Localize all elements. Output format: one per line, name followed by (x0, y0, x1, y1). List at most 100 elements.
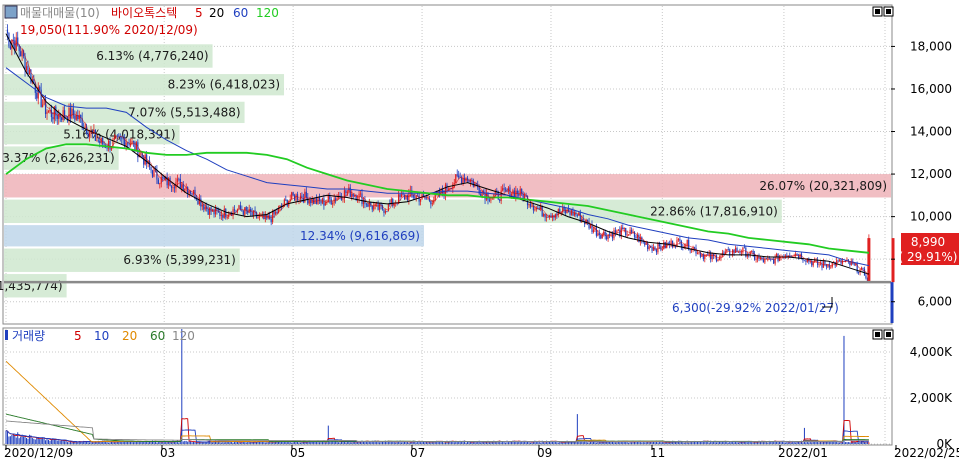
candle-body (803, 260, 806, 262)
volume-bar (71, 442, 73, 444)
x-tick-label: 03 (160, 446, 175, 460)
candle-body (59, 113, 61, 118)
candle-body (166, 176, 168, 186)
x-tick-label: 05 (290, 446, 305, 460)
candle-body (125, 142, 127, 147)
volume-bar (234, 440, 236, 444)
profile-label: 6.13% (4,776,240) (96, 49, 208, 63)
candle-body (506, 190, 508, 192)
candle-body (285, 199, 287, 201)
volume-bar (516, 442, 518, 444)
volume-bar (581, 441, 583, 444)
volume-bar (491, 441, 493, 444)
profile-bar (4, 44, 213, 68)
candle-body (692, 247, 694, 250)
candle-body (244, 207, 246, 215)
volume-bar (609, 441, 611, 444)
candle-body (472, 180, 474, 187)
volume-bar (217, 440, 219, 444)
volume-bar (364, 440, 366, 444)
volume-bar (584, 440, 586, 444)
volume-bar (689, 441, 691, 444)
candle-body (595, 227, 597, 236)
candle-body (601, 234, 603, 239)
volume-bar (625, 440, 627, 444)
volume-bar (692, 441, 694, 444)
candle-body (733, 249, 735, 253)
candle-body (841, 261, 844, 264)
candle-body (30, 69, 32, 83)
candle-body (458, 175, 460, 178)
candle-body (811, 260, 813, 266)
volume-bar (250, 442, 252, 444)
volume-bar (812, 440, 814, 444)
candle-body (673, 246, 675, 248)
candle-body (106, 147, 108, 149)
volume-bar (131, 440, 133, 444)
volume-bar (464, 440, 466, 444)
volume-bar (61, 440, 63, 444)
candle-body (292, 192, 294, 196)
candle-body (332, 202, 334, 205)
candle-body (239, 205, 241, 210)
profile-bar (4, 274, 67, 298)
volume-bar (628, 442, 630, 444)
candle-body (775, 254, 778, 257)
volume-bar (617, 440, 619, 444)
candle-body (746, 254, 748, 257)
volume-bar (579, 440, 581, 444)
candle-body (562, 207, 564, 212)
candle-body (378, 203, 381, 210)
candle-body (657, 243, 659, 253)
candle-body (648, 246, 650, 250)
volume-bar (843, 335, 845, 444)
volume-bar (144, 440, 146, 444)
volume-bar (496, 441, 498, 444)
candle-body (764, 258, 766, 263)
candle-body (565, 209, 567, 214)
candle-body (61, 117, 63, 120)
candle-body (58, 113, 60, 119)
candle-body (170, 186, 173, 188)
volume-bar (572, 442, 574, 444)
candle-body (118, 135, 120, 137)
volume-bar (188, 440, 190, 444)
candle-body (540, 205, 542, 210)
volume-bar (28, 434, 30, 444)
volume-bar (557, 442, 559, 444)
volume-bar (102, 440, 104, 444)
volume-bar (97, 440, 99, 444)
volume-bar (863, 442, 865, 444)
candle-body (74, 115, 76, 120)
volume-bar (321, 441, 323, 444)
volume-bar (450, 440, 452, 444)
volume-bar (803, 427, 805, 444)
volume-bar (576, 414, 578, 444)
volume-bar (570, 442, 572, 444)
candle-body (718, 257, 721, 260)
candle-body (488, 199, 491, 201)
candle-body (195, 199, 198, 201)
volume-bar (382, 441, 384, 444)
volume-bar (635, 441, 637, 444)
candle-body (225, 208, 227, 218)
volume-bar (261, 441, 263, 444)
candle-body (406, 195, 409, 201)
volume-bar (267, 440, 269, 444)
volume-bar (310, 442, 312, 444)
volume-bar (695, 441, 697, 444)
volume-bar (110, 441, 112, 444)
candle-body (228, 215, 230, 217)
profile-bar (4, 146, 119, 170)
volume-bar (831, 441, 833, 444)
volume-bar (759, 441, 761, 444)
panel-icon[interactable] (4, 5, 18, 19)
candle-body (222, 214, 224, 218)
volume-bar (538, 441, 540, 444)
candle-body (25, 66, 28, 71)
candle-body (194, 189, 196, 200)
volume-bar (653, 441, 655, 444)
volume-bar (699, 441, 701, 444)
volume-profile-bars: 6.13% (4,776,240) 8.23% (6,418,023) 7.07% … (0, 44, 891, 298)
candle-body (236, 209, 239, 212)
